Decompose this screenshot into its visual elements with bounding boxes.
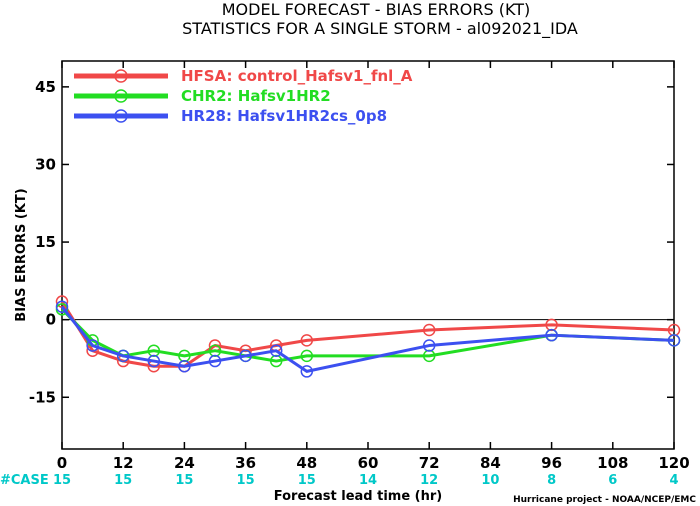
case-count: 15 [175,473,193,488]
x-tick-label: 0 [57,454,67,472]
case-count: 15 [114,473,132,488]
x-tick-label: 36 [235,454,256,472]
y-tick-label: -15 [29,388,56,406]
case-counts: 15 15 15 15 15 14 12 10 8 6 4 [53,473,679,488]
y-tick-label: 0 [46,311,56,329]
x-axis-label: Forecast lead time (hr) [274,489,442,504]
x-tick-label: 24 [174,454,195,472]
data-point [300,334,314,347]
data-point [422,339,436,352]
legend-label: HFSA: control_Hafsv1_fnl_A [181,67,413,85]
data-point [545,328,558,342]
data-point [300,349,314,363]
legend-swatch-marker [114,109,128,123]
x-tick-label: 48 [296,454,317,472]
y-axis-label: BIAS ERRORS (KT) [14,188,29,321]
data-point [422,323,436,337]
data-point [300,365,314,378]
data-point [667,334,681,347]
y-axis-ticks: 45 30 15 0 -15 [29,78,674,406]
chart-subtitle: STATISTICS FOR A SINGLE STORM - al092021… [182,19,578,39]
case-count: 4 [669,473,678,488]
data-point [86,339,99,352]
case-count: 15 [298,473,316,488]
legend: HFSA: control_Hafsv1_fnl_A CHR2: Hafsv1HR… [74,67,413,125]
y-tick-label: 30 [35,155,56,173]
x-tick-label: 96 [541,454,562,472]
x-tick-label: 108 [597,454,628,472]
data-point [178,359,191,373]
data-point [147,354,161,368]
legend-swatch-marker [114,89,128,103]
y-tick-label: 15 [35,233,56,251]
legend-label: CHR2: Hafsv1HR2 [181,87,331,105]
series-layer [55,295,681,378]
legend-label: HR28: Hafsv1HR2cs_0p8 [181,107,387,125]
case-count: 10 [481,473,499,488]
case-count: 15 [53,473,71,488]
case-count: 8 [547,473,556,488]
x-tick-label: 84 [480,454,501,472]
case-label: #CASE [0,473,49,488]
data-point [269,344,283,357]
legend-swatch-marker [114,69,128,83]
series-2 [55,300,681,378]
case-count: 6 [608,473,617,488]
case-count: 14 [359,473,377,488]
x-axis-ticks: 0 12 24 36 48 60 72 84 96 108 120 [57,61,690,472]
data-point [239,349,252,363]
credit-text: Hurricane project - NOAA/NCEP/EMC [513,495,696,505]
x-tick-label: 60 [358,454,379,472]
data-point [55,300,69,313]
plot-frame [61,60,675,450]
x-tick-label: 12 [113,454,134,472]
case-count: 15 [237,473,255,488]
data-point [116,349,130,363]
x-tick-label: 120 [658,454,689,472]
y-tick-label: 45 [35,78,56,96]
data-point [208,354,222,368]
chart-title: MODEL FORECAST - BIAS ERRORS (KT) [222,0,531,19]
case-count: 12 [420,473,438,488]
x-tick-label: 72 [419,454,440,472]
